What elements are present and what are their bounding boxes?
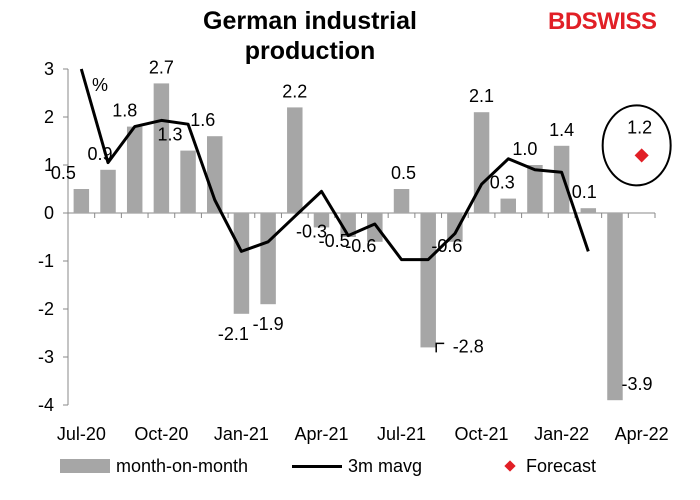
line-3m-mavg (79, 68, 590, 262)
bar (287, 107, 303, 213)
bar (313, 213, 330, 228)
bar (393, 189, 410, 213)
data-label: 0.5 (51, 163, 76, 183)
data-label: 2.7 (149, 57, 174, 77)
bar-line-chart: 3 2 1 0 -1 -2 -3 -4% Jul-20 Oct-20 Jan-21 Apr-21 Jul… (38, 57, 672, 444)
data-label: 0.3 (490, 173, 515, 193)
bar (500, 198, 516, 213)
bar (473, 112, 490, 213)
bar (260, 213, 276, 305)
data-label: -0.6 (345, 236, 376, 256)
data-label: 0.5 (391, 163, 416, 183)
data-label: -0.5 (319, 231, 350, 251)
y-tick-label: -2 (38, 299, 54, 319)
y-tick-label: 1 (44, 155, 54, 175)
legend-swatch-diamond (504, 460, 516, 472)
bdswiss-logo: BDSWISS (548, 8, 657, 36)
bar (233, 213, 250, 314)
bar (447, 213, 463, 242)
x-tick-label: Oct-21 (455, 424, 509, 444)
data-label: -3.9 (621, 374, 652, 394)
y-tick-label: -4 (38, 395, 54, 415)
chart-title: German industrial production (203, 7, 417, 65)
forecast-point (634, 148, 649, 163)
legend-item-3m-mavg: 3m mavg (292, 452, 422, 480)
y-tick-label: 2 (44, 107, 54, 127)
bar (73, 189, 90, 213)
y-tick-label: -1 (38, 251, 54, 271)
x-tick-label: Apr-22 (615, 424, 669, 444)
data-label: -2.1 (218, 324, 249, 344)
bar (580, 208, 597, 213)
label-leader (435, 342, 445, 353)
data-label: -0.6 (431, 236, 462, 256)
data-label: 0.1 (572, 182, 597, 202)
bar (180, 150, 196, 213)
legend-swatch-bar (60, 459, 110, 473)
x-tick-label: Jan-22 (534, 424, 589, 444)
legend-label-month-on-month: month-on-month (116, 455, 249, 476)
data-label: -0.3 (296, 221, 327, 241)
bar (126, 126, 143, 213)
x-tick-label: Jul-21 (377, 424, 426, 444)
data-label: 0.9 (88, 144, 113, 164)
bar (607, 213, 623, 401)
legend-item-month-on-month: month-on-month (60, 452, 248, 480)
data-label: 1.8 (112, 101, 137, 121)
bar (367, 213, 383, 242)
bar (100, 169, 116, 213)
y-tick-label: 3 (44, 59, 54, 79)
bar (420, 213, 436, 348)
bar (527, 165, 543, 213)
x-tick-label: Jul-20 (57, 424, 106, 444)
legend-item-forecast: Forecast (496, 452, 596, 480)
data-label: 1.2 (627, 117, 652, 137)
bar (553, 145, 570, 213)
logo-part-bd: BD (548, 8, 582, 35)
data-label: 1.0 (512, 139, 537, 159)
data-label: 1.4 (549, 120, 574, 140)
legend-swatch-line (292, 464, 342, 468)
y-unit-label: % (92, 75, 108, 95)
data-label: -2.8 (453, 336, 484, 356)
legend: month-on-month 3m mavg Forecast (0, 452, 700, 480)
data-label: 2.2 (282, 81, 307, 101)
bar (207, 136, 223, 213)
forecast-highlight-circle (601, 104, 672, 187)
x-tick-label: Apr-21 (294, 424, 348, 444)
legend-label-3m-mavg: 3m mavg (348, 455, 423, 476)
y-tick-label: 0 (44, 203, 54, 223)
bar (153, 83, 170, 214)
y-tick-label: -3 (38, 347, 54, 367)
legend-label-forecast: Forecast (526, 455, 597, 476)
x-tick-label: Oct-20 (134, 424, 188, 444)
data-label: 1.6 (190, 110, 215, 130)
logo-part-swiss: SWISS (581, 8, 657, 35)
data-label: 2.1 (469, 86, 494, 106)
x-tick-label: Jan-21 (214, 424, 269, 444)
data-label: -1.9 (253, 314, 284, 334)
data-label: 1.3 (158, 125, 183, 145)
